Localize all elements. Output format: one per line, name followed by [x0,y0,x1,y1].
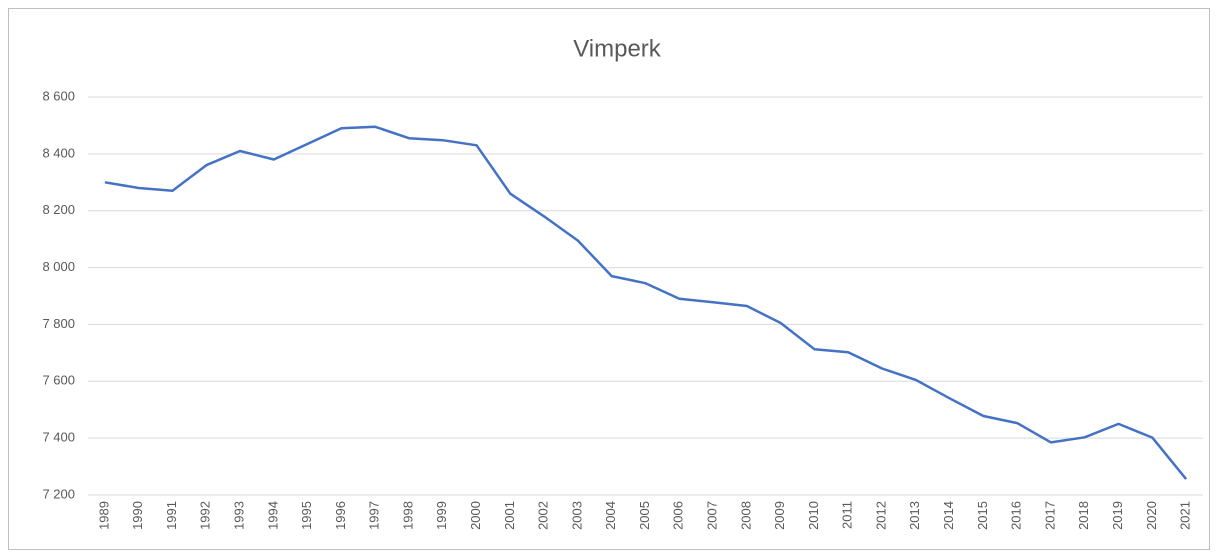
x-tick-label: 2002 [536,501,551,530]
y-tick-label: 7 600 [42,373,75,388]
x-tick-label: 2014 [941,501,956,530]
x-tick-label: 1999 [434,501,449,530]
y-tick-label: 7 800 [42,316,75,331]
y-tick-label: 8 400 [42,145,75,160]
x-tick-label: 2009 [772,501,787,530]
x-tick-label: 2016 [1009,501,1024,530]
y-tick-label: 7 400 [42,430,75,445]
chart-border [8,8,1210,550]
x-tick-label: 1993 [231,501,246,530]
x-tick-label: 2008 [738,501,753,530]
x-tick-label: 2019 [1110,501,1125,530]
x-tick-label: 2010 [806,501,821,530]
x-tick-label: 2001 [502,501,517,530]
x-tick-label: 2015 [975,501,990,530]
x-tick-label: 2007 [705,501,720,530]
x-tick-label: 2003 [569,501,584,530]
x-tick-label: 2011 [840,501,855,529]
x-tick-label: 2017 [1042,501,1057,530]
y-tick-label: 8 600 [42,88,75,103]
x-tick-label: 1997 [367,501,382,530]
y-tick-label: 8 000 [42,259,75,274]
x-tick-label: 2000 [468,501,483,530]
x-tick-label: 2018 [1076,501,1091,530]
x-tick-label: 1996 [333,501,348,530]
data-line [104,125,1188,480]
x-tick-label: 1992 [198,501,213,530]
x-tick-label: 2004 [603,501,618,530]
x-tick-label: 1991 [164,501,179,530]
chart-title: Vimperk [573,35,662,62]
x-tick-label: 2021 [1178,501,1193,530]
x-tick-label: 2012 [873,501,888,530]
y-tick-label: 8 200 [42,202,75,217]
x-tick-label: 1990 [130,501,145,530]
x-tick-label: 2020 [1144,501,1159,530]
x-tick-label: 1989 [96,501,111,530]
x-tick-label: 2013 [907,501,922,530]
x-tick-label: 1995 [299,501,314,530]
x-tick-label: 2005 [637,501,652,530]
x-tick-label: 1998 [400,501,415,530]
y-tick-label: 7 200 [42,486,75,501]
x-tick-label: 2006 [671,501,686,530]
x-tick-label: 1994 [265,501,280,530]
